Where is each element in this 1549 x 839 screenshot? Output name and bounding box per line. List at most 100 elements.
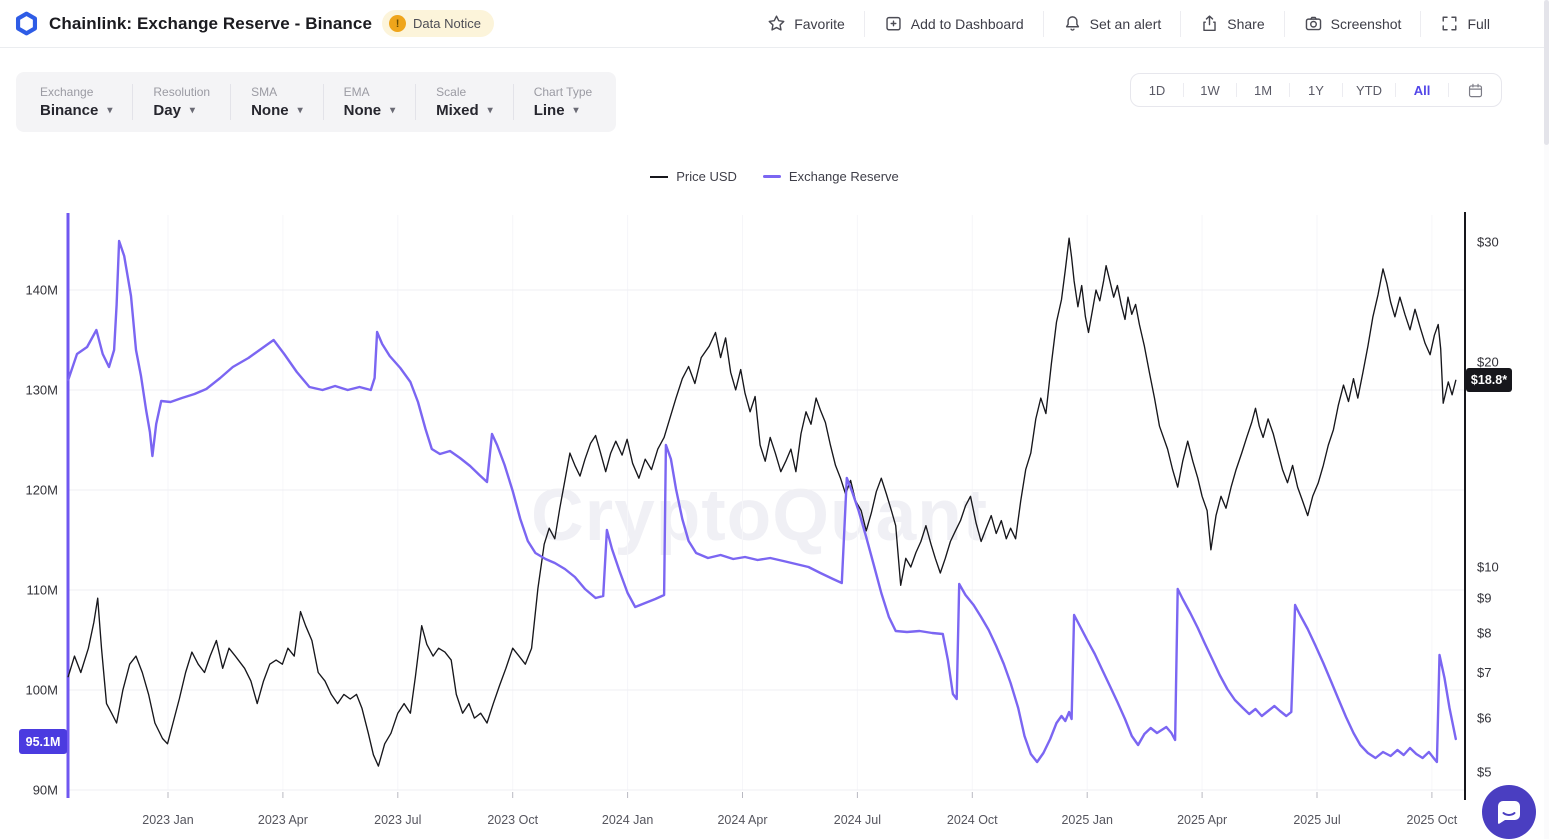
add-to-dashboard-label: Add to Dashboard bbox=[910, 15, 1024, 32]
reserve-tick-label: 140M bbox=[25, 283, 58, 298]
filter-label: Scale bbox=[436, 85, 467, 99]
fullscreen-label: Full bbox=[1467, 15, 1490, 32]
camera-icon bbox=[1304, 14, 1323, 33]
share-icon bbox=[1200, 14, 1219, 33]
filter-label: EMA bbox=[343, 85, 370, 99]
chevron-down-icon: ▾ bbox=[107, 105, 113, 116]
expand-icon bbox=[1440, 14, 1459, 33]
filter-divider bbox=[415, 84, 417, 120]
range-1y-button[interactable]: 1Y bbox=[1290, 74, 1342, 106]
legend-label: Price USD bbox=[676, 169, 737, 184]
toolbar-divider bbox=[1283, 10, 1285, 37]
range-divider bbox=[1342, 83, 1343, 97]
toolbar-divider bbox=[1420, 10, 1422, 37]
bell-icon bbox=[1063, 14, 1082, 33]
set-alert-label: Set an alert bbox=[1089, 15, 1162, 32]
legend-item-reserve[interactable]: Exchange Reserve bbox=[762, 169, 899, 184]
header: Chainlink: Exchange Reserve - Binance ! … bbox=[0, 0, 1549, 48]
title-area: Chainlink: Exchange Reserve - Binance ! … bbox=[14, 0, 494, 47]
filter-bar: Exchange Binance ▾ Resolution Day ▾ SMA No… bbox=[16, 72, 617, 132]
resolution-filter[interactable]: Resolution Day ▾ bbox=[133, 85, 230, 119]
toolbar-divider bbox=[1042, 10, 1044, 37]
chart-legend: Price USD Exchange Reserve bbox=[0, 169, 1549, 184]
chainlink-logo-icon bbox=[14, 11, 39, 36]
toolbar-divider bbox=[1180, 10, 1182, 37]
reserve-line-swatch bbox=[762, 175, 781, 178]
filter-label: SMA bbox=[251, 85, 278, 99]
price-line-swatch bbox=[650, 175, 669, 178]
page-title: Chainlink: Exchange Reserve - Binance bbox=[49, 13, 373, 33]
add-to-dashboard-button[interactable]: Add to Dashboard bbox=[865, 9, 1043, 39]
filter-value: Binance bbox=[40, 102, 99, 119]
chevron-down-icon: ▾ bbox=[487, 105, 493, 116]
ema-filter[interactable]: EMA None ▾ bbox=[324, 85, 416, 119]
range-1w-button[interactable]: 1W bbox=[1184, 74, 1236, 106]
share-label: Share bbox=[1227, 15, 1265, 32]
favorite-label: Favorite bbox=[794, 15, 845, 32]
data-notice-badge[interactable]: ! Data Notice bbox=[382, 10, 494, 37]
x-tick-label: 2024 Apr bbox=[717, 813, 767, 827]
filter-divider bbox=[230, 84, 232, 120]
range-divider bbox=[1183, 83, 1184, 97]
favorite-button[interactable]: Favorite bbox=[748, 9, 864, 39]
filter-value: None bbox=[251, 102, 289, 119]
range-all-button[interactable]: All bbox=[1396, 74, 1448, 106]
filter-divider bbox=[322, 84, 324, 120]
filter-divider bbox=[132, 84, 134, 120]
reserve-tick-label: 110M bbox=[26, 583, 58, 598]
star-icon bbox=[767, 14, 786, 33]
range-1d-button[interactable]: 1D bbox=[1131, 74, 1183, 106]
filter-label: Chart Type bbox=[533, 85, 593, 99]
chevron-down-icon: ▾ bbox=[573, 105, 579, 116]
chevron-down-icon: ▾ bbox=[189, 105, 195, 116]
x-tick-label: 2025 Oct bbox=[1407, 813, 1458, 827]
filter-value: Line bbox=[533, 102, 565, 119]
x-tick-label: 2023 Jul bbox=[374, 813, 421, 827]
price-tick-label: $10 bbox=[1477, 560, 1499, 575]
time-range-selector: 1D 1W 1M 1Y YTD All bbox=[1130, 73, 1502, 107]
chat-widget-button[interactable] bbox=[1482, 785, 1536, 839]
filter-label: Exchange bbox=[40, 85, 94, 99]
set-alert-button[interactable]: Set an alert bbox=[1044, 9, 1181, 39]
screenshot-button[interactable]: Screenshot bbox=[1285, 9, 1421, 39]
chat-bubble-icon bbox=[1494, 797, 1524, 827]
price-tick-label: $5 bbox=[1477, 765, 1491, 780]
page-scrollbar[interactable] bbox=[1544, 0, 1549, 839]
price-tick-label: $30 bbox=[1477, 235, 1499, 250]
reserve-tick-label: 120M bbox=[25, 483, 58, 498]
exchange-filter[interactable]: Exchange Binance ▾ bbox=[20, 85, 132, 119]
chevron-down-icon: ▾ bbox=[390, 105, 396, 116]
x-tick-label: 2025 Jul bbox=[1293, 813, 1340, 827]
x-tick-label: 2023 Jan bbox=[142, 813, 193, 827]
calendar-button[interactable] bbox=[1449, 74, 1501, 106]
fullscreen-button[interactable]: Full bbox=[1421, 9, 1509, 39]
range-divider bbox=[1236, 83, 1237, 97]
share-button[interactable]: Share bbox=[1181, 9, 1283, 39]
filter-value: Day bbox=[153, 102, 181, 119]
filter-value: None bbox=[343, 102, 382, 119]
sma-filter[interactable]: SMA None ▾ bbox=[231, 85, 323, 119]
range-ytd-button[interactable]: YTD bbox=[1343, 74, 1395, 106]
price-tick-label: $8 bbox=[1477, 625, 1491, 640]
range-1m-button[interactable]: 1M bbox=[1237, 74, 1289, 106]
x-tick-label: 2025 Jan bbox=[1061, 813, 1112, 827]
filter-divider bbox=[512, 84, 514, 120]
range-divider bbox=[1395, 83, 1396, 97]
reserve-tick-label: 90M bbox=[33, 783, 58, 798]
legend-label: Exchange Reserve bbox=[788, 169, 899, 184]
chart-type-filter[interactable]: Chart Type Line ▾ bbox=[514, 85, 612, 119]
toolbar-divider bbox=[863, 10, 865, 37]
scrollbar-thumb[interactable] bbox=[1544, 0, 1549, 145]
scale-filter[interactable]: Scale Mixed ▾ bbox=[416, 85, 513, 119]
x-tick-label: 2024 Jan bbox=[602, 813, 653, 827]
price-tick-label: $6 bbox=[1477, 711, 1491, 726]
reserve-tick-label: 130M bbox=[25, 383, 58, 398]
price-series-line bbox=[67, 237, 1457, 767]
filter-label: Resolution bbox=[153, 85, 211, 99]
price-last-value-badge: $18.8* bbox=[1466, 368, 1512, 392]
screenshot-label: Screenshot bbox=[1330, 15, 1402, 32]
legend-item-price[interactable]: Price USD bbox=[650, 169, 737, 184]
reserve-tick-label: 100M bbox=[25, 683, 58, 698]
